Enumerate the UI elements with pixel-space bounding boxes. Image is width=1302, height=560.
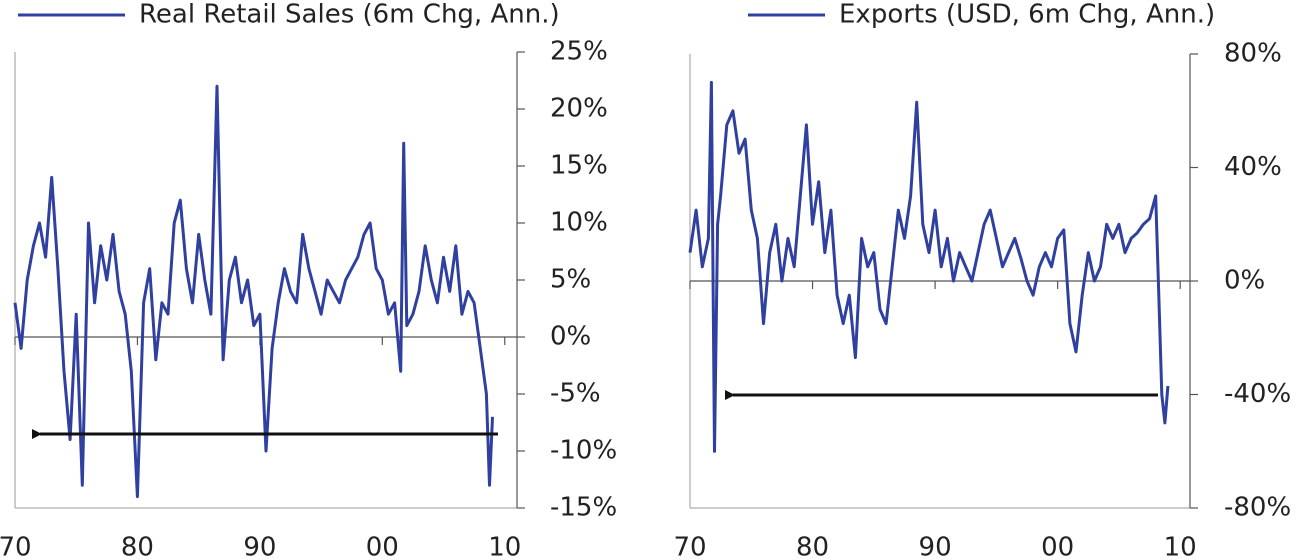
y-tick-label: -80% [1224, 493, 1291, 523]
y-tick-label: 80% [1224, 39, 1282, 69]
x-tick-label: 90 [243, 533, 276, 560]
y-tick-label: -5% [550, 379, 601, 409]
y-tick-label: 10% [550, 208, 608, 238]
x-tick-label: 80 [121, 533, 154, 560]
y-tick-label: -15% [550, 493, 617, 523]
x-tick-label: 00 [1041, 533, 1074, 560]
y-tick-label: -40% [1224, 379, 1291, 409]
x-tick-label: 70 [673, 533, 706, 560]
y-tick-label: 0% [550, 322, 591, 352]
y-tick-label: 40% [1224, 152, 1282, 182]
series-line [688, 80, 1170, 453]
x-tick-label: 90 [919, 533, 952, 560]
x-tick-label: 80 [796, 533, 829, 560]
legend-label: Real Retail Sales (6m Chg, Ann.) [139, 0, 560, 30]
legend-label: Exports (USD, 6m Chg, Ann.) [839, 0, 1215, 30]
y-tick-label: 5% [550, 265, 591, 295]
series-line [13, 84, 494, 499]
x-tick-label: 10 [488, 533, 521, 560]
x-tick-label: 70 [0, 533, 32, 560]
y-tick-label: 20% [550, 94, 608, 124]
y-tick-label: -10% [550, 436, 617, 466]
x-tick-label: 10 [1164, 533, 1197, 560]
y-tick-label: 15% [550, 151, 608, 181]
y-tick-label: 0% [1224, 266, 1265, 296]
x-tick-label: 00 [366, 533, 399, 560]
y-tick-label: 25% [550, 37, 608, 67]
